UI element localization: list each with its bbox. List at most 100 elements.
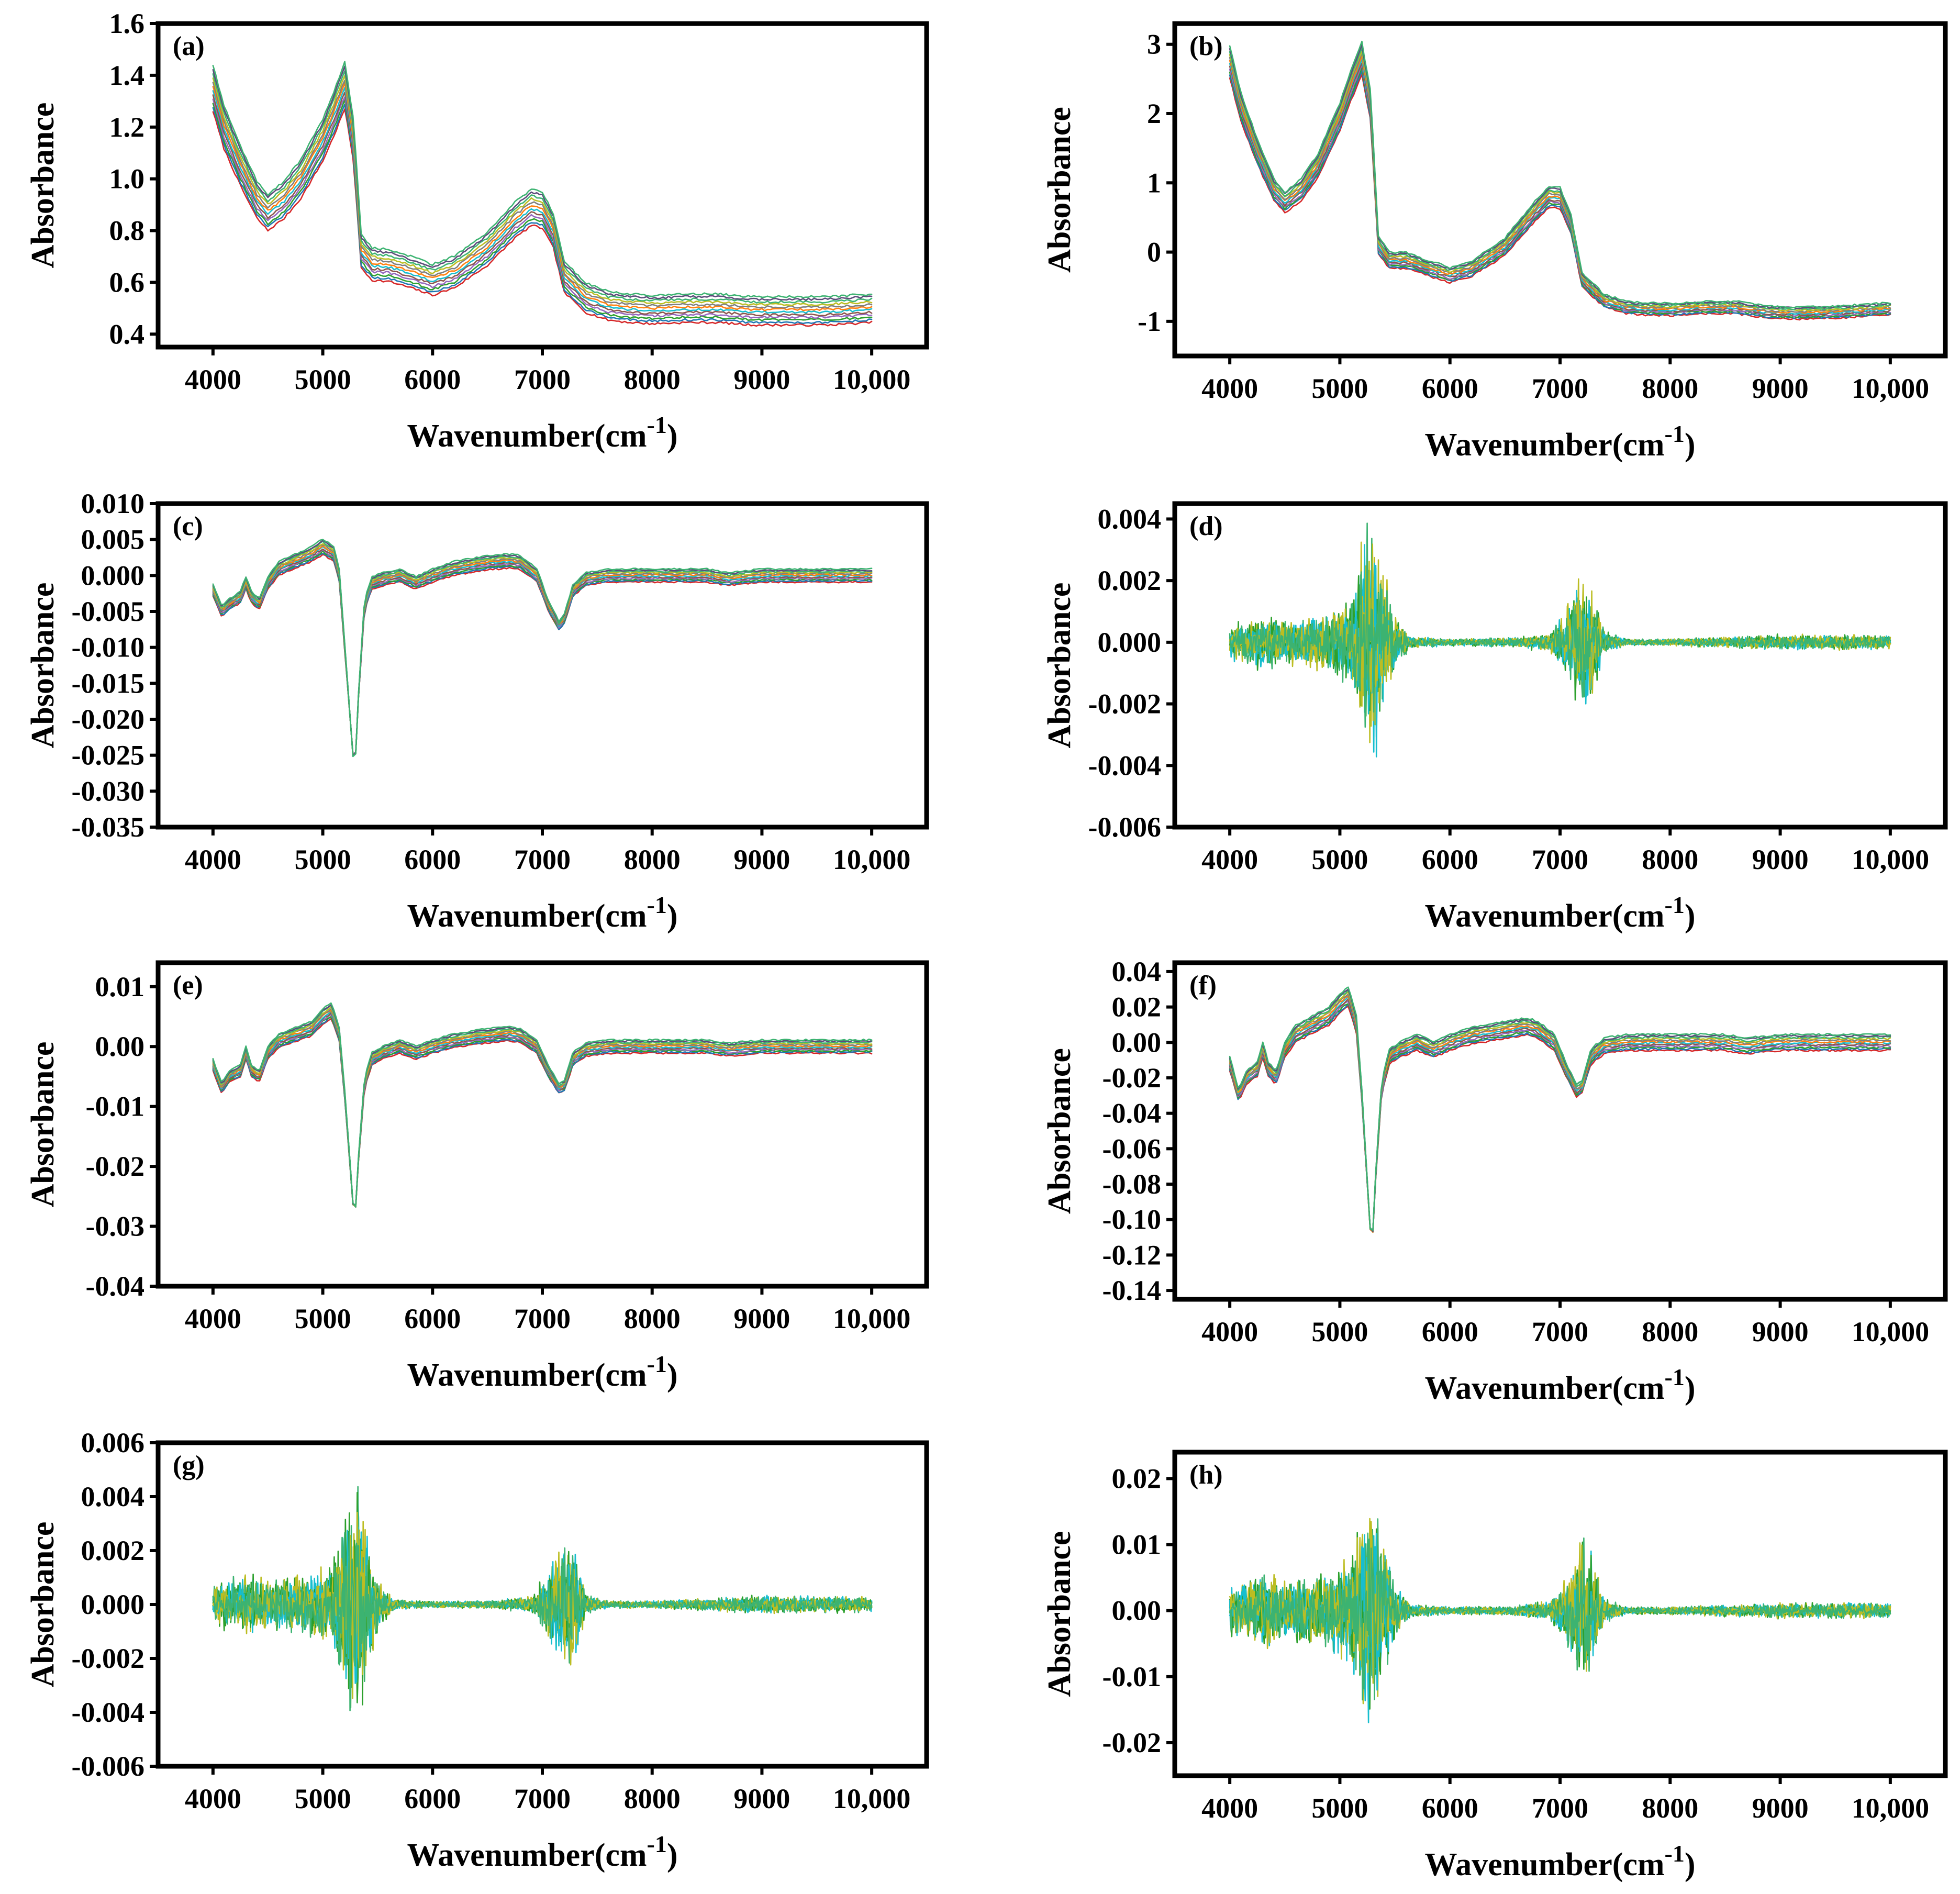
series-line-7 [1229, 55, 1891, 314]
y-tick-label: -0.002 [72, 1643, 144, 1674]
series-line-4 [1229, 538, 1891, 700]
series-line-1 [212, 108, 873, 327]
x-tick-label: 10,000 [1852, 373, 1930, 404]
x-axis-title: Wavenumber(cm-1) [1424, 420, 1695, 463]
series-line-1 [1229, 1006, 1891, 1232]
series-line-5 [212, 92, 873, 317]
y-axis-title: Absorbance [1042, 583, 1077, 749]
y-tick-label: 0.005 [81, 524, 145, 555]
series-group [1229, 522, 1891, 757]
y-tick-label: -0.04 [86, 1271, 144, 1302]
y-tick-label: -0.12 [1102, 1239, 1161, 1271]
y-axis-title: Absorbance [25, 1042, 61, 1208]
series-group [212, 539, 873, 757]
x-tick-label: 7000 [1532, 1316, 1588, 1347]
y-tick-label: 0.00 [1112, 1595, 1162, 1626]
y-tick-label: 1 [1147, 167, 1161, 198]
x-tick-label: 8000 [624, 1783, 681, 1814]
x-tick-label: 5000 [295, 1783, 351, 1814]
x-tick-label: 9000 [733, 1783, 790, 1814]
panel-label: (h) [1189, 1460, 1223, 1490]
x-tick-label: 6000 [404, 1783, 461, 1814]
y-tick-label: 0.02 [1112, 991, 1162, 1023]
series-line-12 [1229, 986, 1891, 1231]
y-tick-label: 1.0 [109, 163, 145, 195]
series-line-8 [212, 80, 873, 309]
series-line-8 [1229, 1518, 1891, 1701]
y-tick-label: 1.4 [109, 60, 145, 91]
x-tick-label: 10,000 [833, 1303, 911, 1334]
y-tick-label: -0.08 [1102, 1168, 1161, 1200]
x-tick-label: 4000 [185, 1303, 241, 1334]
y-tick-label: 1.2 [109, 112, 145, 143]
y-tick-label: 0.01 [95, 971, 145, 1002]
x-tick-label: 6000 [1422, 373, 1478, 404]
x-tick-label: 6000 [1422, 844, 1478, 875]
series-line-4 [212, 96, 873, 319]
y-tick-label: 0.000 [81, 1589, 145, 1620]
y-tick-label: -0.02 [86, 1151, 144, 1182]
series-line-9 [212, 75, 873, 306]
series-line-2 [212, 1016, 873, 1208]
panel-label: (e) [173, 971, 203, 1000]
panel-d: 4000 5000 6000 7000 8000 9000 10,000 -0.006 -0.0… [1042, 501, 1948, 934]
series-line-2 [212, 104, 873, 325]
y-tick-label: -0.01 [1102, 1661, 1161, 1692]
series-line-8 [1229, 52, 1891, 313]
x-axis-title: Wavenumber(cm-1) [1424, 1840, 1695, 1882]
y-axis-title: Absorbance [1042, 107, 1077, 273]
series-group [1229, 1518, 1891, 1723]
y-tick-label: 0.002 [1098, 565, 1162, 596]
x-tick-label: 6000 [1422, 1792, 1478, 1824]
panel-label: (d) [1189, 511, 1223, 541]
x-tick-label: 4000 [185, 364, 241, 395]
x-tick-label: 7000 [1532, 844, 1588, 875]
series-line-6 [212, 1010, 873, 1207]
x-tick-label: 6000 [404, 844, 461, 875]
x-tick-label: 6000 [404, 364, 461, 395]
series-line-12 [212, 1002, 873, 1208]
panel-label: (g) [173, 1451, 205, 1480]
y-tick-label: 2 [1147, 98, 1161, 129]
x-axis-title: Wavenumber(cm-1) [1424, 1364, 1695, 1406]
x-tick-label: 8000 [1642, 373, 1698, 404]
x-tick-label: 8000 [624, 1303, 681, 1334]
x-tick-label: 5000 [1311, 373, 1368, 404]
y-tick-label: 0.004 [1098, 503, 1162, 534]
y-tick-label: -0.10 [1102, 1204, 1161, 1235]
series-line-8 [1229, 994, 1891, 1232]
x-tick-label: 4000 [1201, 373, 1258, 404]
series-line-8 [212, 1008, 873, 1207]
series-line-8 [212, 1531, 873, 1711]
x-tick-label: 4000 [1201, 844, 1258, 875]
x-tick-label: 10,000 [1852, 844, 1930, 875]
x-tick-label: 8000 [624, 844, 681, 875]
x-tick-label: 7000 [514, 364, 571, 395]
x-tick-label: 10,000 [1852, 1316, 1930, 1347]
x-tick-label: 4000 [185, 1783, 241, 1814]
panel-b: 4000 5000 6000 7000 8000 9000 10,000 -1 0 1 2 3 (b) W… [1042, 21, 1948, 463]
series-line-7 [212, 82, 873, 311]
y-axis-title: Absorbance [1042, 1531, 1077, 1697]
x-tick-label: 4000 [1201, 1316, 1258, 1347]
x-tick-label: 8000 [624, 364, 681, 395]
x-tick-label: 10,000 [1852, 1792, 1930, 1824]
series-line-9 [1229, 991, 1891, 1233]
y-tick-label: 0.02 [1112, 1463, 1162, 1494]
y-tick-label: -0.006 [1088, 811, 1161, 843]
series-line-12 [1229, 40, 1891, 309]
series-group [1229, 986, 1891, 1233]
series-line-7 [1229, 996, 1891, 1233]
x-tick-label: 5000 [295, 1303, 351, 1334]
series-line-6 [1229, 996, 1891, 1232]
y-tick-label: -0.06 [1102, 1133, 1161, 1164]
x-tick-label: 5000 [295, 364, 351, 395]
y-tick-label: 0.000 [1098, 627, 1162, 658]
y-tick-label: 0 [1147, 237, 1161, 268]
x-axis-title: Wavenumber(cm-1) [407, 1351, 677, 1393]
y-tick-label: -0.02 [1102, 1727, 1161, 1758]
series-group [212, 1002, 873, 1208]
plot-frame [1172, 501, 1948, 830]
x-tick-label: 10,000 [833, 364, 911, 395]
